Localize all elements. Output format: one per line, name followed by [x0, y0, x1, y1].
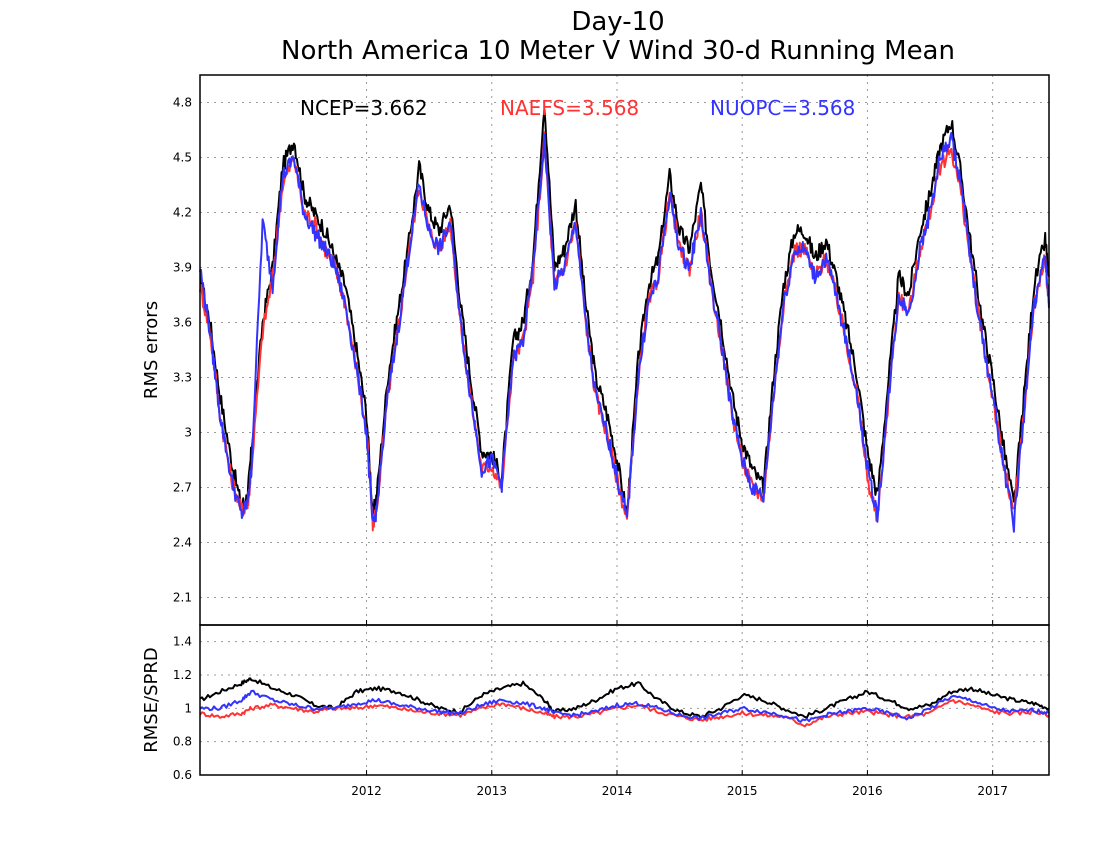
rmse-sprd-panel: 0.6 0.8 1 1.2 1.4 2012 2013 2014 2015 2016 2017 — [173, 624, 1050, 798]
bottom-ytick-label: 1 — [184, 701, 192, 715]
chart-title: Day-10 — [571, 7, 664, 37]
bottom-xtick-label: 2015 — [727, 784, 758, 798]
bottom-ytick-label: 0.6 — [173, 768, 192, 782]
top-ytick-label: 2.7 — [173, 481, 192, 495]
top-series-ncep — [199, 108, 1050, 520]
top-ytick-label: 3.6 — [173, 316, 192, 330]
top-y-axis-label: RMS errors — [141, 301, 162, 399]
top-ytick-label: 3 — [184, 426, 192, 440]
top-ytick-label: 4.8 — [173, 96, 192, 110]
bottom-ytick-label: 1.2 — [173, 668, 192, 682]
stat-nuopc: NUOPC=3.568 — [710, 96, 855, 120]
bottom-ytick-label: 1.4 — [173, 635, 192, 649]
bottom-xtick-label: 2012 — [351, 784, 382, 798]
stat-naefs: NAEFS=3.568 — [500, 96, 639, 120]
top-ytick-label: 4.5 — [173, 151, 192, 165]
top-ytick-label: 2.1 — [173, 591, 192, 605]
top-ytick-label: 4.2 — [173, 206, 192, 220]
bottom-y-axis-label: RMSE/SPRD — [141, 647, 162, 753]
bottom-xtick-label: 2016 — [852, 784, 883, 798]
bottom-xtick-label: 2014 — [602, 784, 633, 798]
top-ytick-label: 3.3 — [173, 371, 192, 385]
top-ytick-label: 2.4 — [173, 536, 192, 550]
bottom-xtick-label: 2013 — [476, 784, 507, 798]
bottom-series-nuopc — [199, 689, 1050, 723]
rms-errors-panel: 2.1 2.4 2.7 3 3.3 3.6 3.9 4.2 4.5 4.8 — [173, 74, 1050, 626]
bottom-series-naefs — [199, 699, 1050, 728]
chart-subtitle: North America 10 Meter V Wind 30-d Runni… — [281, 36, 955, 66]
bottom-frame — [199, 624, 1050, 776]
top-series-naefs — [199, 131, 1050, 532]
bottom-ytick-label: 0.8 — [173, 735, 192, 749]
top-series-nuopc — [199, 131, 1050, 533]
bottom-xtick-label: 2017 — [977, 784, 1008, 798]
top-ytick-label: 3.9 — [173, 261, 192, 275]
stat-ncep: NCEP=3.662 — [300, 96, 428, 120]
